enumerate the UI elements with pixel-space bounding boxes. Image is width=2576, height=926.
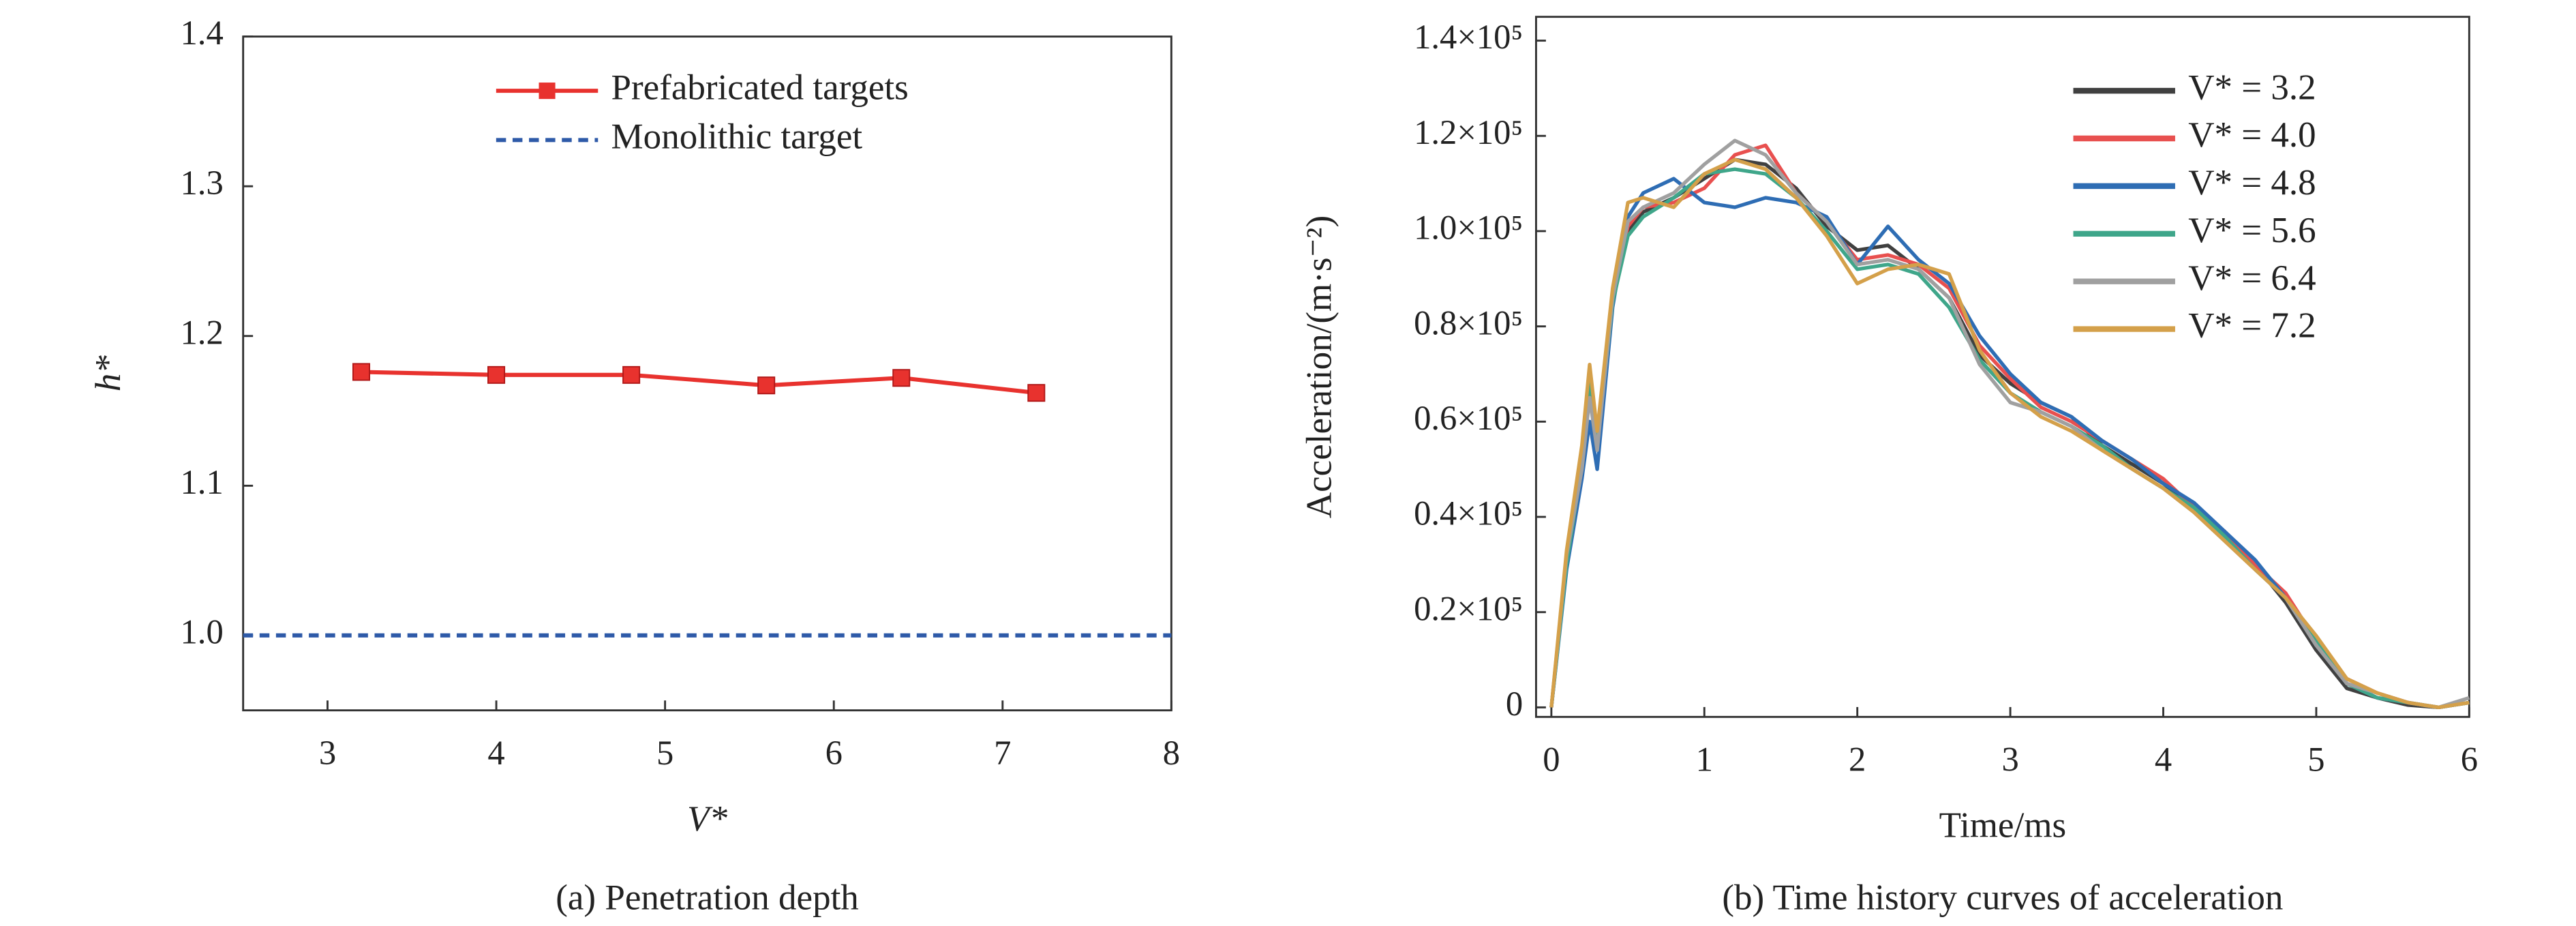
chart-caption: (b) Time history curves of acceleration [1722,878,2283,917]
legend-label: V* = 5.6 [2188,211,2316,250]
series-line [361,370,1037,395]
x-tick-label: 0 [1543,740,1560,778]
x-tick-label: 2 [1849,740,1866,778]
x-tick-label: 7 [994,734,1011,772]
x-tick-label: 5 [656,734,673,772]
x-tick-label: 5 [2307,740,2324,778]
series-line [1549,167,2470,710]
x-tick-label: 3 [319,734,336,772]
legend-marker [539,83,556,100]
point-marker [352,363,371,381]
y-axis-label: Acceleration/(m·s⁻²) [1299,215,1339,518]
y-tick-label: 0.8×10⁵ [1414,303,1523,342]
y-tick-label: 1.4×10⁵ [1414,18,1523,56]
x-tick-label: 6 [2461,740,2478,778]
plot-frame [242,35,1172,712]
x-tick-label: 3 [2001,740,2018,778]
legend-label: V* = 6.4 [2188,258,2316,298]
point-marker [487,365,506,384]
point-marker [622,365,641,384]
point-marker [1027,384,1046,402]
x-tick-label: 8 [1163,734,1180,772]
x-tick-label: 6 [825,734,843,772]
series-line [1549,143,2470,710]
legend-label: V* = 4.0 [2188,115,2316,155]
y-axis-label: h* [89,355,128,392]
legend-label: V* = 4.8 [2188,163,2316,203]
y-tick-label: 1.2×10⁵ [1414,113,1523,151]
x-tick-label: 4 [487,734,504,772]
legend-label: V* = 3.2 [2188,68,2316,107]
series-line [1549,158,2470,710]
series-line [1549,138,2470,710]
y-tick-label: 0.2×10⁵ [1414,589,1523,627]
point-marker [757,376,776,395]
legend-label: V* = 7.2 [2188,306,2316,346]
y-tick-label: 1.0×10⁵ [1414,209,1523,247]
legend-label: Prefabricated targets [611,68,909,107]
y-tick-label: 1.0 [181,613,224,651]
y-tick-label: 0.6×10⁵ [1414,399,1523,437]
x-axis-label: V* [687,799,727,839]
legend-label: Monolithic target [611,117,863,157]
point-marker [892,369,911,387]
y-tick-label: 0.4×10⁵ [1414,494,1523,533]
y-tick-label: 1.4 [181,14,224,52]
y-tick-label: 0 [1506,685,1523,723]
chart-caption: (a) Penetration depth [556,878,859,917]
y-tick-label: 1.2 [181,313,224,351]
plot-frame [1534,16,2470,718]
y-tick-label: 1.3 [181,164,224,202]
y-tick-label: 1.1 [181,463,224,501]
series-line [1549,158,2470,710]
x-axis-label: Time/ms [1939,805,2067,845]
x-tick-label: 1 [1696,740,1713,778]
x-tick-label: 4 [2155,740,2172,778]
series-line [1549,177,2470,710]
